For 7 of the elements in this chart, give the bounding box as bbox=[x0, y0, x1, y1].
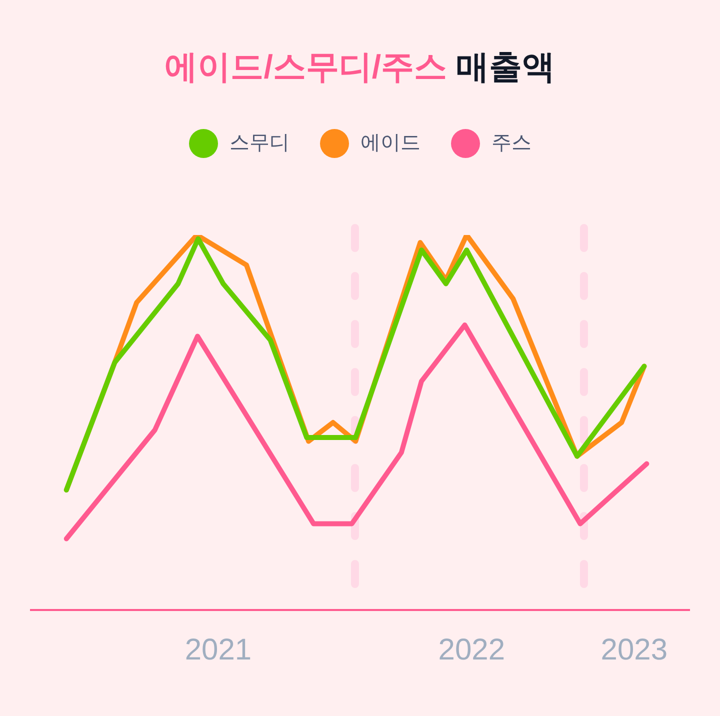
x-tick-label: 2023 bbox=[600, 633, 668, 666]
legend-label: 스무디 bbox=[230, 131, 290, 156]
chart-title: 에이드/스무디/주스 매출액 bbox=[164, 48, 556, 85]
legend-label: 에이드 bbox=[360, 131, 420, 156]
legend-label: 주스 bbox=[492, 131, 532, 156]
x-tick-label: 2022 bbox=[438, 633, 506, 666]
x-tick-label: 2021 bbox=[184, 633, 252, 666]
